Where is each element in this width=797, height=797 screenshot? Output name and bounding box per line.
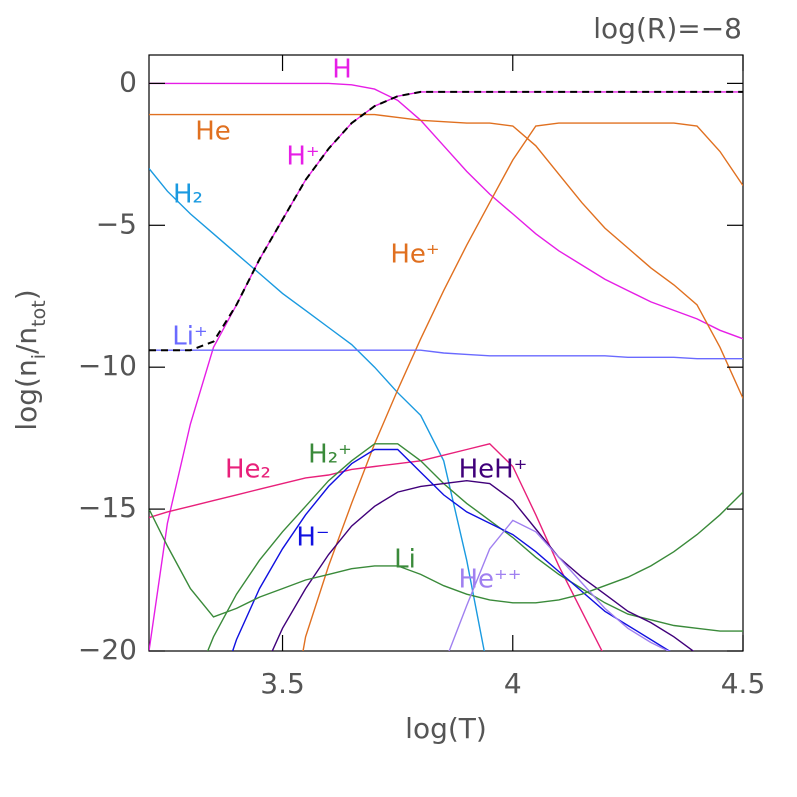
series-line xyxy=(149,82,743,340)
series-label: H xyxy=(332,55,352,85)
series-line xyxy=(149,91,743,651)
plot-frame xyxy=(148,54,744,652)
series-line xyxy=(302,122,743,651)
x-tick-label: 4 xyxy=(504,667,522,700)
series-line xyxy=(149,349,743,360)
dashed-line xyxy=(149,90,743,352)
series-label: He₂ xyxy=(225,455,271,485)
y-tick-label: −15 xyxy=(78,491,137,524)
series-label: He xyxy=(195,117,231,147)
x-tick-label: 4.5 xyxy=(721,667,766,700)
series-label: HeH⁺ xyxy=(459,455,528,485)
series-label: H⁺ xyxy=(286,142,319,172)
series-line xyxy=(149,168,485,651)
x-tick-label: 3.5 xyxy=(260,667,305,700)
y-axis-label-part: ) xyxy=(10,289,43,300)
series-line xyxy=(448,519,670,651)
series-line xyxy=(149,113,743,399)
y-tick-label: −10 xyxy=(78,349,137,382)
y-axis-label-part: i xyxy=(28,354,50,359)
y-axis-label-part: /n xyxy=(10,327,43,354)
plot-lines xyxy=(149,82,743,651)
y-axis-label-part: tot xyxy=(28,300,50,327)
series-line xyxy=(149,443,603,651)
y-axis-label-part: log(n xyxy=(10,359,43,430)
series-label: Li xyxy=(394,545,416,575)
series-label: Li⁺ xyxy=(172,322,207,352)
chart-title: log(R)=−8 xyxy=(593,12,742,45)
x-axis-label: log(T) xyxy=(405,712,487,745)
series-label: H₂⁺ xyxy=(308,440,352,470)
series-line xyxy=(206,443,743,651)
series-label: H₂ xyxy=(173,180,203,210)
series-line xyxy=(271,479,695,651)
y-tick-label: −20 xyxy=(78,633,137,666)
y-tick-label: 0 xyxy=(119,65,137,98)
series-label: H⁻ xyxy=(296,523,329,553)
y-tick-label: −5 xyxy=(96,207,137,240)
series-line xyxy=(149,491,743,618)
series-label: He⁺ xyxy=(390,240,439,270)
series-label: He⁺⁺ xyxy=(459,565,522,595)
y-axis-label: log(ni/ntot) xyxy=(10,289,50,430)
